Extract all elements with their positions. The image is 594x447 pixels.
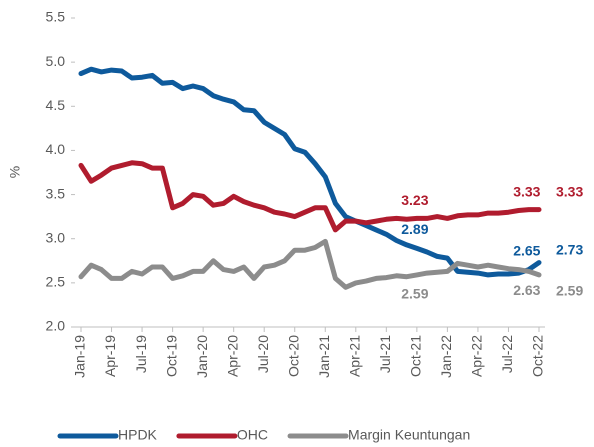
data-label: 2.59 — [401, 286, 428, 302]
x-tick-label: Jul-19 — [133, 335, 149, 373]
x-tick-label: Jul-20 — [255, 335, 271, 373]
legend-label: HPDK — [118, 427, 158, 443]
legend-label: Margin Keuntungan — [348, 427, 470, 443]
series-line — [78, 66, 542, 278]
data-label: 2.65 — [513, 242, 540, 258]
x-tick-label: Oct-19 — [163, 335, 179, 377]
data-label: 2.89 — [401, 221, 428, 237]
legend-label: OHC — [237, 427, 268, 443]
data-label: 3.33 — [513, 183, 540, 199]
series-line — [78, 160, 542, 233]
x-tick-label: Apr-20 — [224, 335, 240, 377]
x-tick-label: Oct-21 — [408, 335, 424, 377]
y-axis-label: % — [7, 166, 23, 178]
y-tick-label: 2.0 — [46, 318, 66, 334]
series-line — [78, 238, 542, 290]
x-tick-label: Jan-22 — [438, 335, 454, 378]
data-label: 2.73 — [556, 241, 583, 257]
x-tick-label: Oct-22 — [530, 335, 546, 377]
x-tick-label: Jan-21 — [316, 335, 332, 378]
x-tick-label: Jan-20 — [194, 335, 210, 378]
x-tick-label: Oct-20 — [285, 335, 301, 377]
x-tick-label: Apr-19 — [102, 335, 118, 377]
data-label: 2.59 — [556, 283, 583, 299]
data-label: 2.63 — [513, 282, 540, 298]
y-tick-label: 5.0 — [46, 53, 66, 69]
y-tick-label: 5.5 — [46, 9, 66, 25]
x-tick-label: Apr-22 — [469, 335, 485, 377]
y-tick-label: 2.5 — [46, 274, 66, 290]
x-tick-label: Jul-22 — [499, 335, 515, 373]
data-label: 3.23 — [401, 192, 428, 208]
y-tick-label: 3.0 — [46, 229, 66, 245]
x-tick-label: Apr-21 — [347, 335, 363, 377]
x-tick-label: Jul-21 — [377, 335, 393, 373]
data-label: 3.33 — [556, 183, 583, 199]
y-tick-label: 4.5 — [46, 97, 66, 113]
y-tick-label: 3.5 — [46, 185, 66, 201]
y-tick-label: 4.0 — [46, 141, 66, 157]
x-tick-label: Jan-19 — [72, 335, 88, 378]
